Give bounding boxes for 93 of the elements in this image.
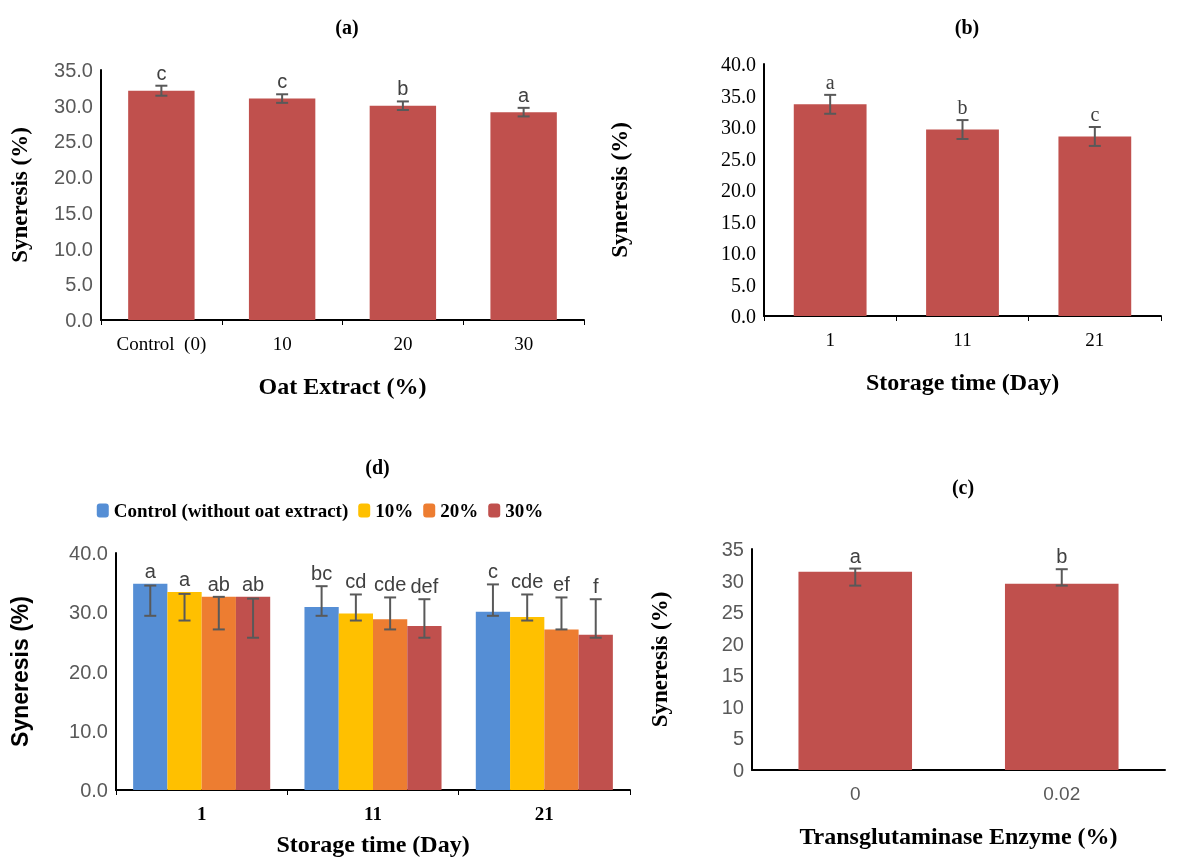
data-label: f (592, 575, 599, 598)
data-label: cde (374, 573, 407, 596)
legend-label: 20% (440, 500, 479, 521)
data-label: c (277, 70, 288, 93)
data-label: b (397, 77, 409, 100)
bar (235, 596, 271, 790)
y-axis-title: Syneresis (%) (6, 596, 33, 747)
y-tick-label: 40.0 (69, 542, 108, 564)
y-tick-label: 10.0 (721, 242, 756, 264)
bar (373, 619, 408, 790)
y-tick-label: 5.0 (65, 273, 93, 296)
bar (544, 629, 579, 790)
bar (201, 596, 236, 790)
bar (926, 129, 999, 316)
y-axis-title: Syneresis (%) (647, 591, 672, 728)
x-tick-label: 11 (364, 803, 382, 824)
bar (510, 616, 545, 790)
data-label: c (156, 61, 167, 84)
y-tick-label: 30 (721, 569, 744, 592)
bar (1058, 136, 1132, 316)
bar (793, 104, 867, 316)
y-tick-label: 30.0 (69, 601, 108, 624)
legend-label: 30% (505, 500, 544, 521)
y-axis-title: Syneresis (%) (607, 122, 632, 258)
data-label: a (144, 559, 157, 582)
data-label: ef (553, 573, 571, 596)
data-label: bc (311, 562, 333, 585)
data-label: a (849, 544, 862, 567)
x-axis-title: Storage time (Day) (276, 831, 470, 857)
y-tick-label: 5.0 (731, 273, 756, 296)
y-tick-label: 10.0 (69, 719, 108, 742)
y-tick-label: 10 (721, 695, 744, 718)
chart-title: (a) (335, 16, 359, 39)
x-tick-label: 11 (953, 329, 972, 350)
y-tick-label: 0.0 (80, 779, 108, 801)
x-axis-title: Oat Extract (%) (258, 373, 427, 399)
data-label: def (410, 575, 439, 598)
x-axis-title: Transglutaminase Enzyme (%) (799, 823, 1118, 849)
y-tick-label: 20 (721, 632, 744, 655)
y-tick-label: 25.0 (721, 147, 756, 170)
bar (133, 583, 168, 790)
y-tick-label: 0.0 (731, 305, 756, 327)
bar (338, 613, 373, 790)
y-tick-label: 25.0 (54, 130, 93, 153)
chart-title: (d) (365, 456, 390, 479)
y-tick-label: 10.0 (54, 237, 93, 260)
data-label: c (487, 560, 498, 583)
y-axis-title: Syneresis (%) (7, 127, 32, 263)
legend-label: Control (without oat extract) (113, 500, 349, 522)
x-tick-label: 30 (514, 333, 534, 354)
y-tick-label: 35.0 (54, 59, 93, 81)
data-label: ab (207, 572, 230, 595)
data-label: c (1090, 103, 1100, 125)
y-tick-label: 20.0 (54, 166, 93, 189)
y-tick-label: 35.0 (721, 84, 756, 107)
y-tick-label: 25 (721, 601, 744, 624)
bar (578, 634, 613, 790)
data-label: b (957, 96, 968, 119)
y-tick-label: 30.0 (721, 116, 756, 138)
bar (407, 625, 442, 790)
y-tick-label: 15.0 (54, 201, 93, 224)
bar (167, 592, 202, 790)
y-tick-label: 20.0 (721, 179, 756, 201)
y-tick-label: 20.0 (69, 660, 108, 683)
data-label: a (178, 568, 191, 591)
x-tick-label: Control (0) (116, 333, 207, 355)
x-tick-label: 1 (825, 329, 835, 350)
data-label: cd (345, 570, 367, 593)
data-label: a (825, 70, 835, 93)
data-label: b (1056, 545, 1068, 568)
x-tick-label: 20 (393, 333, 413, 354)
data-label: cde (511, 570, 544, 593)
y-tick-label: 35 (721, 538, 744, 560)
x-tick-label: 1 (196, 803, 207, 824)
y-tick-label: 0.0 (65, 309, 93, 331)
y-tick-label: 0 (732, 759, 744, 781)
y-tick-label: 15.0 (721, 210, 756, 233)
y-tick-label: 40.0 (721, 53, 756, 75)
y-tick-label: 15 (721, 664, 744, 687)
bar (304, 606, 339, 790)
bar (475, 611, 511, 790)
chart-title: (b) (954, 16, 980, 39)
chart-title: (c) (951, 476, 975, 499)
x-tick-label: 21 (1085, 329, 1105, 350)
data-label: a (518, 83, 531, 106)
data-label: ab (241, 572, 265, 595)
x-tick-label: 0.02 (1043, 783, 1081, 804)
x-tick-label: 21 (534, 803, 554, 824)
legend-label: 10% (375, 500, 414, 521)
y-tick-label: 5 (732, 727, 744, 750)
x-axis-title: Storage time (Day) (865, 369, 1060, 395)
x-tick-label: 10 (272, 333, 292, 354)
y-tick-label: 30.0 (54, 94, 93, 117)
